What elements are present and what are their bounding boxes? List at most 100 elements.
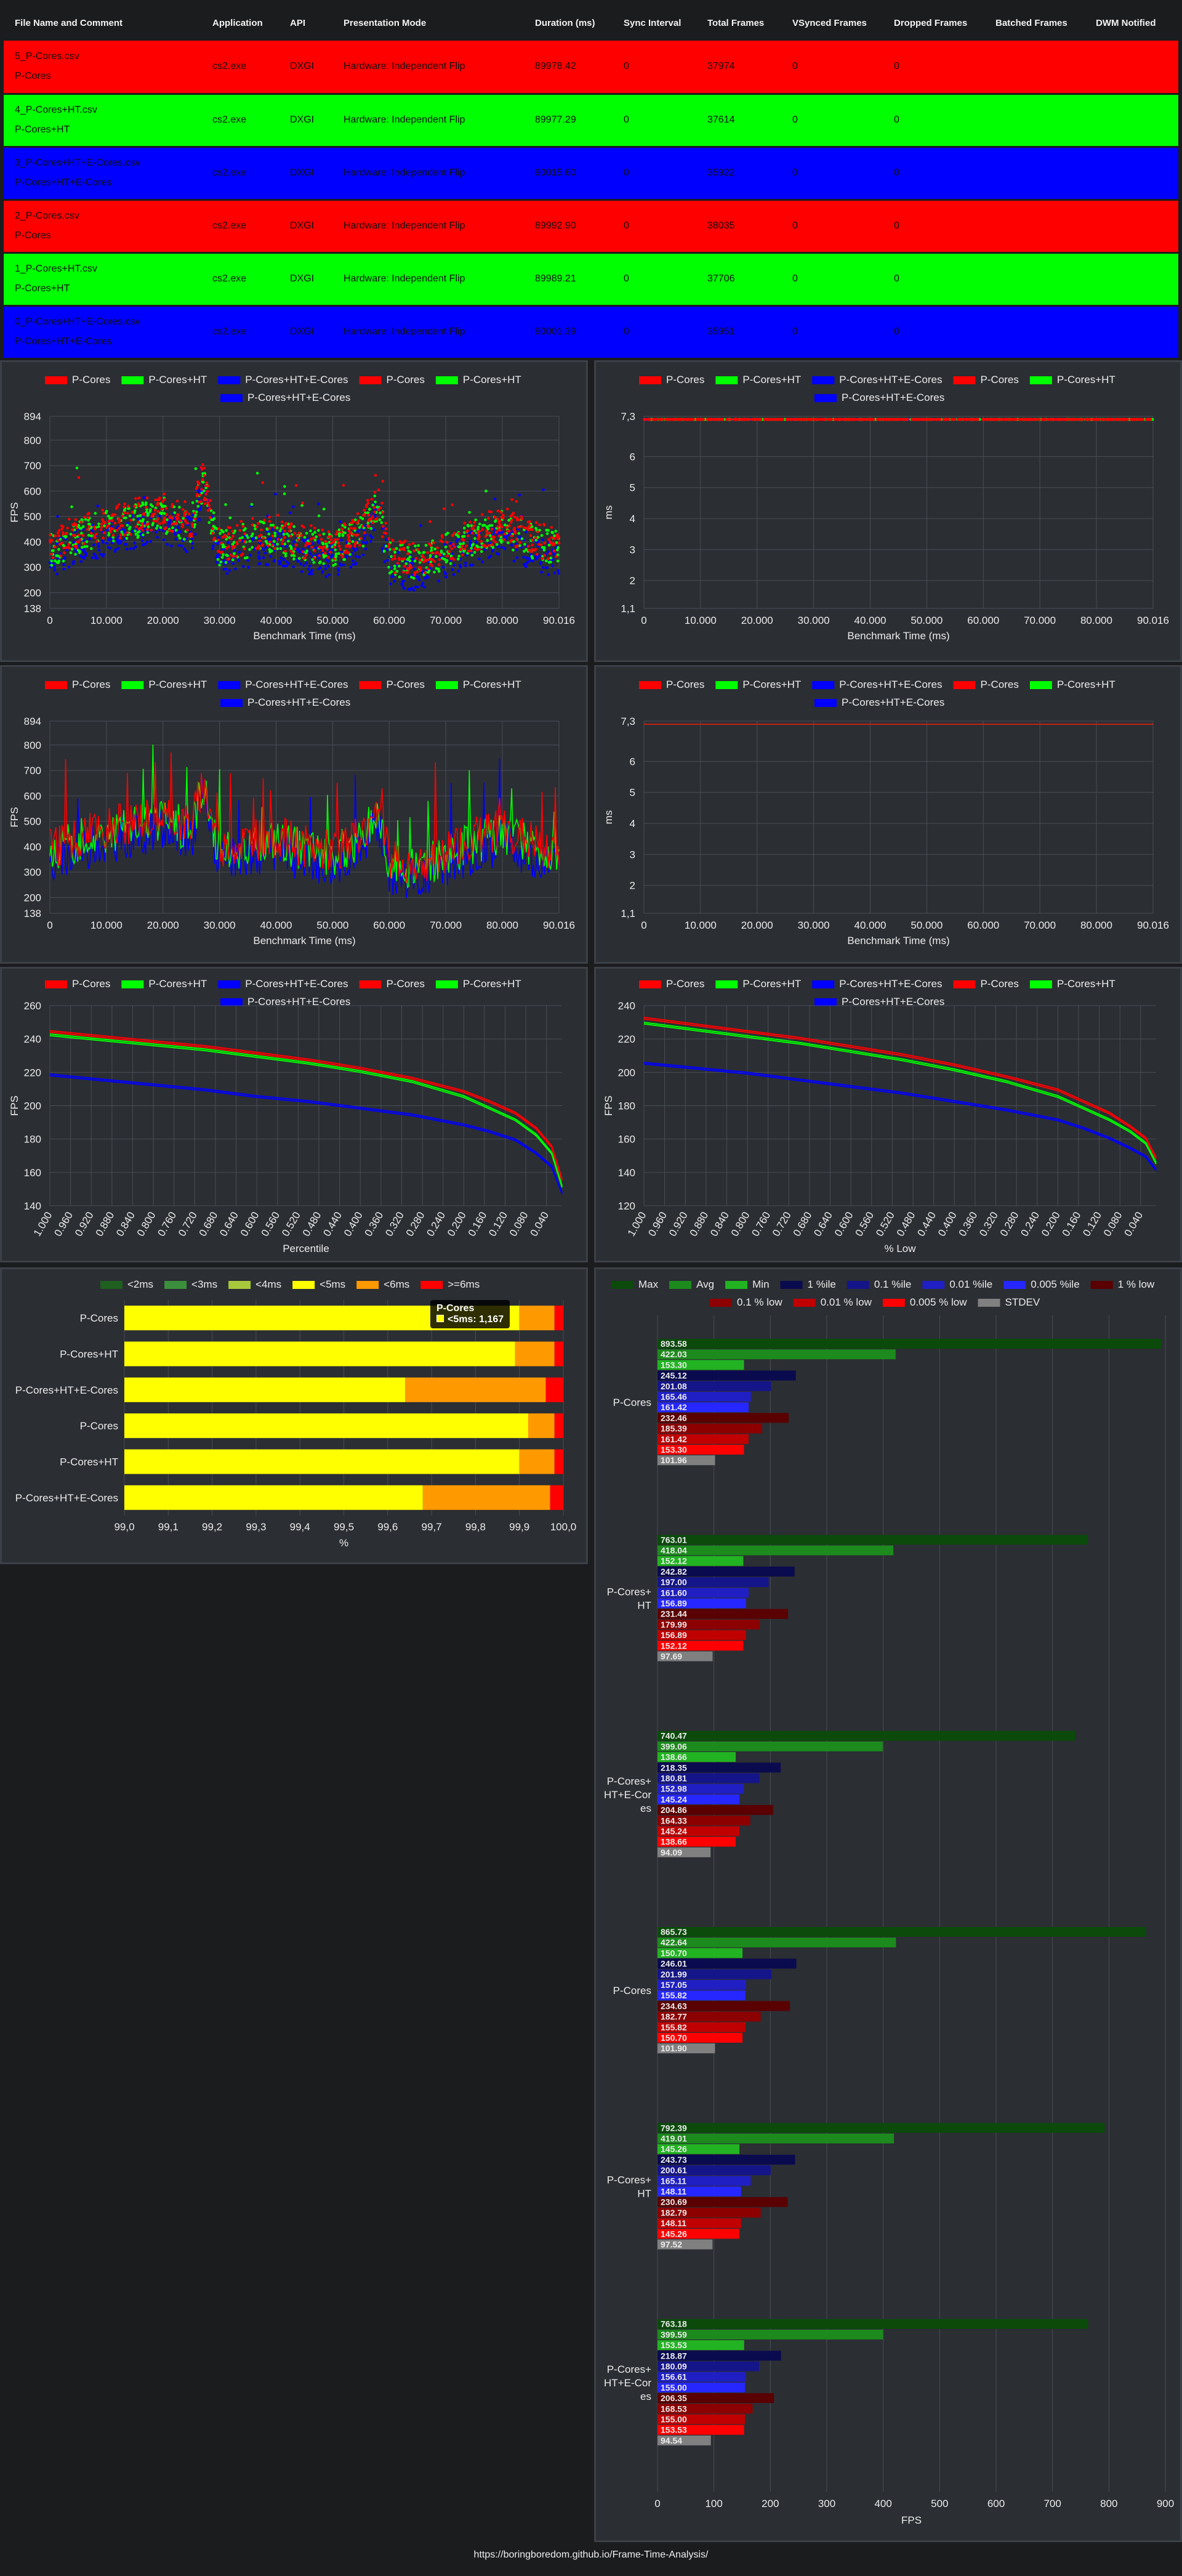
- data-point: [90, 531, 93, 535]
- bar-segment: [422, 1485, 550, 1510]
- stat-value: 161.42: [661, 1402, 687, 1412]
- stat-bar: [657, 2197, 788, 2207]
- data-point: [219, 560, 223, 563]
- data-point: [287, 562, 291, 565]
- data-point: [290, 522, 293, 525]
- data-point: [50, 563, 54, 567]
- table-row[interactable]: 4_P-Cores+HT.csv P-Cores+HT cs2.exe DXGI Har…: [4, 94, 1178, 148]
- data-point: [127, 507, 131, 510]
- data-point: [765, 418, 768, 421]
- data-point: [291, 551, 294, 555]
- data-point: [293, 547, 297, 551]
- data-point: [400, 557, 404, 561]
- data-point: [459, 563, 462, 567]
- stat-value: 218.35: [661, 1762, 687, 1772]
- table-row[interactable]: 5_P-Cores.csv P-Cores cs2.exe DXGI Hardware:…: [4, 41, 1178, 95]
- stat-bar: [657, 1598, 746, 1609]
- data-point: [430, 557, 433, 560]
- data-point: [207, 504, 211, 507]
- table-row[interactable]: 1_P-Cores+HT.csv P-Cores+HT cs2.exe DXGI Har…: [4, 252, 1178, 307]
- col-header-dwm[interactable]: DWM Notified: [1085, 5, 1178, 41]
- data-point: [190, 532, 193, 536]
- data-point: [285, 560, 289, 563]
- cell-app: cs2.exe: [201, 252, 279, 307]
- data-point: [438, 552, 441, 556]
- data-point: [79, 554, 82, 558]
- data-point: [174, 528, 178, 532]
- stat-value: 422.03: [661, 1349, 687, 1359]
- legend-swatch: [846, 1281, 869, 1289]
- legend-swatch: [359, 376, 382, 384]
- file-comment[interactable]: P-Cores+HT: [15, 124, 70, 135]
- data-point: [1059, 418, 1063, 421]
- col-header-application[interactable]: Application: [201, 5, 279, 41]
- col-header-vsynced[interactable]: VSynced Frames: [781, 5, 883, 41]
- data-point: [57, 547, 60, 551]
- data-point: [686, 418, 690, 421]
- data-point: [332, 540, 336, 544]
- table-row[interactable]: 0_P-Cores+HT+E-Cores.csv P-Cores+HT+E-Cor…: [4, 305, 1178, 360]
- stat-value: 153.30: [661, 1445, 687, 1455]
- stat-value: 97.69: [661, 1652, 682, 1661]
- col-header-api[interactable]: API: [279, 5, 332, 41]
- data-point: [480, 513, 484, 516]
- data-point: [390, 570, 393, 573]
- col-header-sync[interactable]: Sync Interval: [613, 5, 696, 41]
- data-point: [62, 546, 66, 550]
- stat-bar: [657, 1556, 744, 1566]
- data-point: [118, 536, 122, 540]
- col-header-batched[interactable]: Batched Frames: [984, 5, 1085, 41]
- data-point: [260, 528, 263, 531]
- stat-bar: [657, 1588, 749, 1598]
- legend-swatch: [953, 376, 976, 384]
- file-comment[interactable]: P-Cores+HT+E-Cores: [15, 336, 112, 347]
- legend-label: P-Cores+HT+E-Cores: [247, 696, 350, 708]
- col-header-duration[interactable]: Duration (ms): [524, 5, 613, 41]
- data-point: [126, 547, 129, 551]
- file-comment[interactable]: P-Cores+HT: [15, 283, 70, 294]
- data-point: [74, 552, 77, 556]
- data-point: [393, 557, 397, 560]
- table-row[interactable]: 2_P-Cores.csv P-Cores cs2.exe DXGI Hardware:…: [4, 200, 1178, 254]
- cell-api: DXGI: [279, 94, 332, 148]
- data-point: [443, 543, 447, 546]
- stat-bar: [657, 1445, 744, 1455]
- data-point: [792, 418, 796, 421]
- data-point: [283, 530, 286, 533]
- bar-segment: [554, 1413, 563, 1439]
- file-comment[interactable]: P-Cores: [15, 71, 51, 82]
- legend-swatch: [882, 1299, 905, 1307]
- data-point: [332, 563, 335, 567]
- cell-file: 4_P-Cores+HT.csv P-Cores+HT: [4, 94, 201, 148]
- legend-label: <3ms: [191, 1278, 217, 1290]
- table-row[interactable]: 3_P-Cores+HT+E-Cores.csv P-Cores+HT+E-Cor…: [4, 147, 1178, 201]
- data-point: [471, 563, 475, 567]
- data-point: [131, 530, 135, 533]
- footer-url[interactable]: https://boringboredom.github.io/Frame-Ti…: [473, 2550, 709, 2560]
- stat-value: 145.26: [661, 2229, 687, 2239]
- data-point: [50, 549, 54, 552]
- data-point: [196, 485, 199, 489]
- col-header-file[interactable]: File Name and Comment: [4, 5, 201, 41]
- col-header-mode[interactable]: Presentation Mode: [332, 5, 524, 41]
- file-comment[interactable]: P-Cores: [15, 230, 51, 241]
- data-point: [801, 418, 804, 421]
- col-header-dropped[interactable]: Dropped Frames: [883, 5, 984, 41]
- data-point: [442, 552, 446, 555]
- data-point: [887, 418, 891, 421]
- data-point: [199, 500, 203, 504]
- legend-swatch: [1029, 980, 1052, 988]
- data-point: [174, 538, 178, 541]
- bar-segment: [554, 1449, 563, 1474]
- data-point: [323, 552, 327, 555]
- data-point: [231, 545, 235, 549]
- data-point: [339, 520, 342, 523]
- data-point: [353, 549, 356, 552]
- data-point: [239, 520, 243, 523]
- data-point: [71, 562, 75, 565]
- col-header-total[interactable]: Total Frames: [696, 5, 781, 41]
- data-point: [843, 418, 846, 421]
- data-point: [417, 551, 420, 554]
- file-comment[interactable]: P-Cores+HT+E-Cores: [15, 177, 112, 188]
- data-point: [149, 539, 153, 543]
